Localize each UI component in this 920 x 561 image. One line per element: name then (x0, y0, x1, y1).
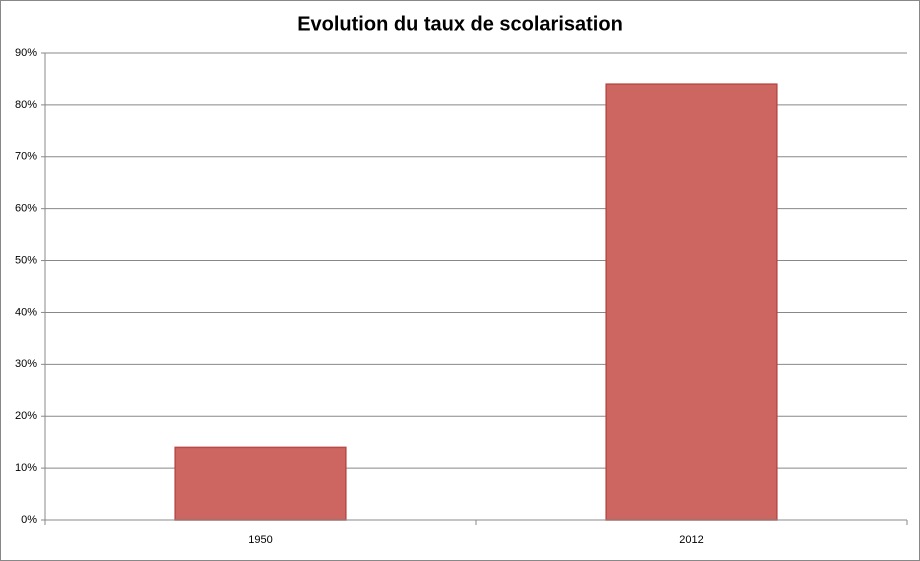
bar (174, 446, 347, 521)
y-tick-label: 10% (15, 462, 37, 474)
y-tick-label: 80% (15, 99, 37, 111)
y-tick-label: 40% (15, 306, 37, 318)
y-tick-label: 50% (15, 254, 37, 266)
y-tick-label: 30% (15, 358, 37, 370)
chart-title: Evolution du taux de scolarisation (297, 13, 623, 35)
x-tick-label: 2012 (679, 534, 703, 546)
y-tick-label: 90% (15, 47, 37, 59)
x-tick-label: 1950 (248, 534, 272, 546)
bar (605, 83, 778, 521)
y-tick-label: 20% (15, 410, 37, 422)
y-tick-label: 70% (15, 151, 37, 163)
y-tick-label: 0% (21, 514, 37, 526)
y-tick-label: 60% (15, 203, 37, 215)
